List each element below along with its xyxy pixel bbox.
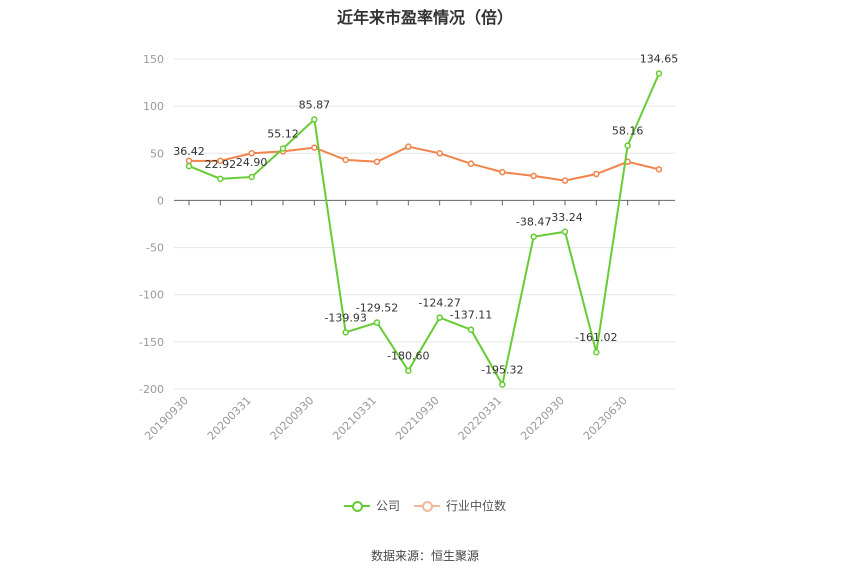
y-tick-label: 100 bbox=[143, 100, 164, 113]
x-tick-label: 20190930 bbox=[142, 394, 191, 443]
data-label: 58.16 bbox=[612, 125, 644, 138]
company-point bbox=[561, 228, 569, 236]
legend-swatch-industry-median bbox=[414, 499, 440, 513]
company-point bbox=[217, 175, 224, 183]
data-label: 134.65 bbox=[640, 52, 679, 65]
data-label: -124.27 bbox=[418, 297, 460, 310]
data-label: -137.11 bbox=[450, 309, 492, 322]
data-label: 22.92 bbox=[205, 158, 237, 171]
y-axis-tick-labels: 150 100 50 0 -50 -100 -150 -200 bbox=[139, 53, 164, 396]
industry-median-point bbox=[467, 160, 475, 167]
company-point bbox=[248, 173, 255, 181]
company-point bbox=[499, 381, 506, 388]
source-note: 数据来源：恒生聚源 bbox=[370, 549, 479, 563]
company-point bbox=[185, 162, 193, 170]
legend-label-company: 公司 bbox=[375, 499, 400, 513]
x-tick-label: 20220930 bbox=[518, 394, 567, 443]
y-tick-label: 150 bbox=[143, 53, 164, 66]
company-point bbox=[655, 70, 663, 77]
company-point bbox=[405, 367, 412, 374]
company-point bbox=[593, 348, 600, 356]
industry-median-point bbox=[342, 156, 349, 164]
industry-median-point bbox=[217, 157, 224, 165]
company-point bbox=[530, 233, 537, 240]
company-point bbox=[311, 116, 318, 123]
industry-median-point bbox=[185, 157, 193, 165]
data-label: 55.12 bbox=[267, 127, 299, 140]
industry-median-point bbox=[593, 170, 600, 178]
data-label: 85.87 bbox=[299, 98, 331, 111]
chart-title: 近年来市盈率情况（倍） bbox=[336, 8, 513, 27]
y-tick-label: 0 bbox=[157, 194, 164, 207]
x-axis-tick-labels: 20190930 20200331 20200930 20210331 20210930… bbox=[142, 394, 629, 443]
y-tick-label: -100 bbox=[139, 289, 164, 302]
data-label: -38.47 bbox=[516, 216, 551, 229]
company-point bbox=[436, 314, 443, 321]
x-tick-label: 20210331 bbox=[330, 394, 379, 443]
industry-median-point bbox=[655, 166, 663, 173]
x-tick-label: 20220331 bbox=[456, 394, 505, 443]
industry-median-point bbox=[405, 143, 412, 150]
x-tick-label: 20230630 bbox=[581, 394, 630, 443]
x-tick-label: 20210930 bbox=[393, 394, 442, 443]
data-label: -195.32 bbox=[481, 364, 523, 377]
company-point bbox=[342, 329, 349, 336]
legend-swatch-company bbox=[343, 499, 370, 513]
y-tick-label: 50 bbox=[150, 147, 164, 160]
company-point bbox=[467, 326, 475, 333]
x-tick-label: 20200930 bbox=[268, 394, 317, 443]
data-label: -33.24 bbox=[547, 211, 582, 224]
industry-median-point bbox=[561, 177, 569, 184]
series-lines bbox=[185, 70, 663, 388]
industry-median-point bbox=[373, 158, 381, 166]
industry-median-line bbox=[189, 145, 660, 182]
data-label: -139.93 bbox=[324, 311, 366, 324]
x-tick-label: 20200331 bbox=[205, 394, 254, 443]
data-label: 24.90 bbox=[236, 156, 268, 169]
data-label: 36.42 bbox=[173, 145, 205, 158]
company-line bbox=[188, 73, 660, 388]
y-tick-label: -150 bbox=[139, 336, 164, 349]
legend-item-company[interactable]: 公司 bbox=[343, 497, 400, 514]
y-tick-label: -200 bbox=[139, 383, 164, 396]
legend-item-industry-median[interactable]: 行业中位数 bbox=[414, 497, 506, 514]
industry-median-point bbox=[248, 150, 255, 157]
line-chart: 150 100 50 0 -50 -100 -150 -200 20190930 2020033… bbox=[139, 52, 678, 443]
data-label: -180.60 bbox=[387, 350, 429, 363]
industry-median-point bbox=[499, 168, 506, 176]
company-point bbox=[624, 142, 631, 149]
y-tick-label: -50 bbox=[146, 242, 164, 255]
industry-median-point bbox=[436, 150, 443, 157]
x-axis bbox=[174, 199, 675, 206]
data-label: -161.02 bbox=[575, 331, 617, 344]
company-point bbox=[373, 319, 381, 326]
data-label: -129.52 bbox=[356, 302, 398, 315]
legend-label-industry-median: 行业中位数 bbox=[446, 499, 507, 513]
industry-median-point bbox=[311, 144, 318, 151]
grid-lines bbox=[174, 58, 675, 390]
company-point bbox=[279, 145, 287, 152]
industry-median-point bbox=[530, 172, 537, 180]
legend: 公司 行业中位数 bbox=[0, 497, 850, 514]
